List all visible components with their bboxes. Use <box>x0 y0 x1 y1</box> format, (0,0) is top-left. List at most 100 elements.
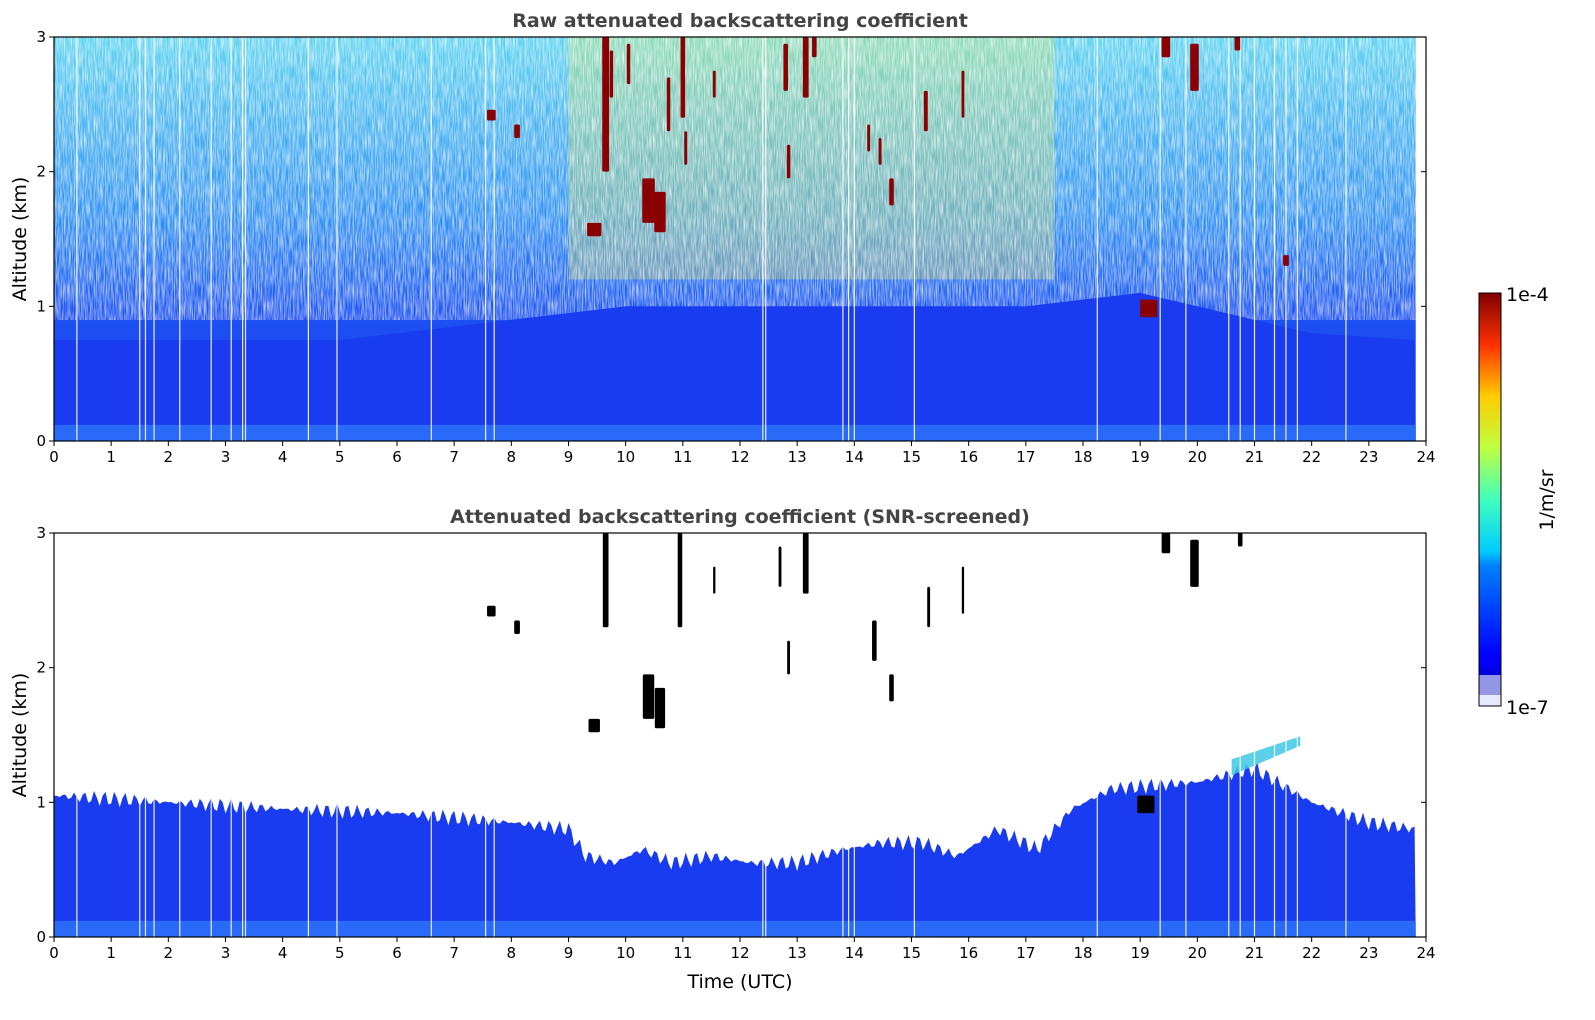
x-tick-label: 19 <box>1131 448 1150 466</box>
cloud-feature <box>802 37 809 98</box>
y-tick-label: 3 <box>36 524 46 542</box>
x-tick-label: 22 <box>1302 944 1321 962</box>
cloud-feature <box>626 43 631 85</box>
cloud-feature <box>802 533 809 594</box>
cloud-feature <box>680 37 686 118</box>
cloud-feature <box>927 586 931 628</box>
x-tick-label: 14 <box>845 448 864 466</box>
x-tick-label: 2 <box>164 448 174 466</box>
cloud-feature <box>712 70 716 98</box>
x-tick-label: 23 <box>1359 448 1378 466</box>
cloud-feature <box>872 620 877 661</box>
snr-elevated-layer <box>1231 736 1301 776</box>
cloud-feature <box>787 640 791 675</box>
x-tick-label: 3 <box>221 448 231 466</box>
y-tick-label: 0 <box>36 928 46 946</box>
cloud-feature <box>1234 37 1241 51</box>
y-tick-label: 1 <box>36 793 46 811</box>
x-tick-label: 18 <box>1073 944 1092 962</box>
y-tick-label: 3 <box>36 28 46 46</box>
raw-axes: 0 1 2 3 4 5 6 7 8 9 10 11 12 13 14 15 16 17 18 19 20 21 22 23 24… <box>36 28 1435 466</box>
raw-ylabel: Altitude (km) <box>9 177 31 302</box>
colorbar-frame <box>1478 292 1502 707</box>
cloud-feature <box>1190 43 1199 91</box>
cloud-feature <box>786 144 791 179</box>
x-tick-label: 17 <box>1016 448 1035 466</box>
x-tick-label: 11 <box>673 944 692 962</box>
cloud-feature <box>677 533 683 628</box>
cloud-feature <box>889 674 894 702</box>
x-tick-label: 6 <box>392 448 402 466</box>
x-tick-label: 13 <box>788 448 807 466</box>
snr-axes: 0 1 2 3 4 5 6 7 8 9 10 11 12 13 14 15 16 17 18 19 20 21 22 23 24… <box>36 524 1435 962</box>
cloud-feature <box>642 178 655 223</box>
cloud-feature <box>889 178 894 206</box>
x-tick-label: 8 <box>507 448 517 466</box>
colorbar-top-label: 1e-4 <box>1506 284 1549 306</box>
raw-panel-title: Raw attenuated backscattering coefficien… <box>512 10 968 32</box>
x-tick-label: 12 <box>730 448 749 466</box>
snr-heatmap <box>54 533 1416 937</box>
x-tick-label: 4 <box>278 448 288 466</box>
cloud-feature <box>588 718 600 733</box>
x-tick-label: 2 <box>164 944 174 962</box>
cloud-feature <box>587 222 602 237</box>
cloud-feature <box>487 605 496 617</box>
y-tick-label: 1 <box>36 297 46 315</box>
snr-ylabel: Altitude (km) <box>9 673 31 798</box>
colorbar-bottom-label: 1e-7 <box>1506 697 1549 719</box>
x-tick-label: 7 <box>449 944 459 962</box>
raw-boundary-layer <box>54 292 1416 441</box>
cloud-feature <box>487 109 496 121</box>
x-tick-label: 3 <box>221 944 231 962</box>
x-tick-label: 5 <box>335 944 345 962</box>
cloud-feature <box>1137 795 1155 814</box>
x-tick-label: 15 <box>902 448 921 466</box>
cloud-feature <box>1140 299 1158 318</box>
x-tick-label: 21 <box>1245 944 1264 962</box>
colorbar-unit-label: 1/m/sr <box>1536 469 1558 530</box>
colorbar-bottom-band <box>1479 695 1501 706</box>
x-tick-label: 14 <box>845 944 864 962</box>
x-tick-label: 20 <box>1188 944 1207 962</box>
x-tick-label: 10 <box>616 448 635 466</box>
x-tick-label: 9 <box>564 448 574 466</box>
cloud-feature <box>1161 533 1171 554</box>
x-tick-label: 16 <box>959 944 978 962</box>
cloud-feature <box>514 124 520 138</box>
cloud-feature <box>642 674 655 719</box>
x-tick-label: 22 <box>1302 448 1321 466</box>
x-tick-label: 24 <box>1416 448 1435 466</box>
x-tick-label: 10 <box>616 944 635 962</box>
cloud-feature <box>666 77 671 132</box>
raw-heatmap <box>54 37 1416 441</box>
cloud-feature <box>867 124 871 152</box>
x-tick-label: 11 <box>673 448 692 466</box>
raw-surface-layer <box>54 424 1416 441</box>
x-tick-label: 4 <box>278 944 288 962</box>
x-tick-label: 18 <box>1073 448 1092 466</box>
cloud-feature <box>961 566 965 614</box>
x-tick-label: 17 <box>1016 944 1035 962</box>
cloud-feature <box>602 533 609 628</box>
x-tick-label: 0 <box>49 944 59 962</box>
cloud-feature <box>1237 533 1243 547</box>
x-tick-label: 16 <box>959 448 978 466</box>
cloud-feature <box>654 191 666 233</box>
cloud-feature <box>602 37 610 172</box>
cloud-feature <box>878 138 882 165</box>
cloud-feature <box>514 620 520 634</box>
x-tick-label: 9 <box>564 944 574 962</box>
snr-screened-panel: Attenuated backscattering coefficient (S… <box>9 506 1436 993</box>
time-xlabel: Time (UTC) <box>686 971 792 993</box>
snr-aerosol-layer <box>54 762 1416 937</box>
cloud-feature <box>684 131 688 165</box>
x-tick-label: 24 <box>1416 944 1435 962</box>
x-tick-label: 7 <box>449 448 459 466</box>
colorbar: 1e-4 1e-7 1/m/sr <box>1478 284 1558 719</box>
x-tick-label: 6 <box>392 944 402 962</box>
cloud-feature <box>1190 539 1199 587</box>
y-tick-label: 2 <box>36 659 46 677</box>
x-tick-label: 5 <box>335 448 345 466</box>
